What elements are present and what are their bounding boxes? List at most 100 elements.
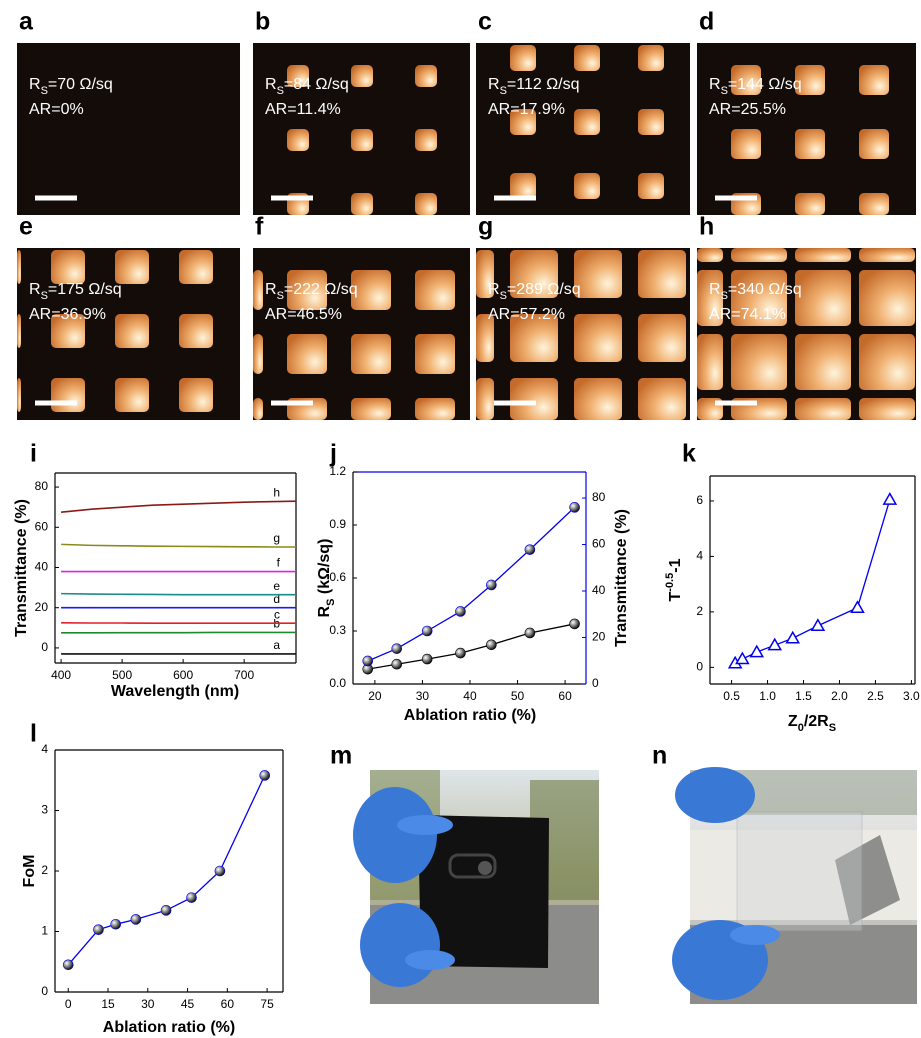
symbol: R <box>488 76 500 93</box>
marker <box>422 654 432 664</box>
ablated-square <box>510 378 558 420</box>
marker <box>363 656 373 666</box>
panel-label: e <box>19 213 33 241</box>
ablated-square <box>859 65 889 95</box>
x-tick-label: 50 <box>511 689 525 703</box>
ablated-square <box>179 250 213 284</box>
series-line <box>368 507 575 661</box>
ablated-square <box>415 270 455 310</box>
ablated-square <box>253 334 263 374</box>
ablation-ratio: AR=46.5% <box>265 306 342 323</box>
x-tick-label: 700 <box>234 668 254 682</box>
line-label: h <box>273 485 280 499</box>
marker <box>769 639 781 650</box>
symbol: R <box>488 281 500 298</box>
y2-tick-label: 60 <box>592 537 606 551</box>
y-axis-title: Transmittance (%) <box>13 499 30 637</box>
panel-label: l <box>30 720 37 748</box>
ablated-square <box>638 109 664 135</box>
label-part: /2R <box>804 713 829 730</box>
subscript: S <box>500 85 507 97</box>
series-line <box>61 594 296 595</box>
value: =144 Ω/sq <box>728 76 802 93</box>
ablated-square <box>795 398 851 420</box>
ablated-square <box>697 334 723 390</box>
ablated-square <box>415 398 455 420</box>
subscript: S <box>41 290 48 302</box>
x-axis-title: Wavelength (nm) <box>111 683 239 700</box>
value: =222 Ω/sq <box>284 281 358 298</box>
y-axis-title: FoM <box>21 855 38 888</box>
panel-label: d <box>699 8 714 36</box>
ablated-square <box>638 250 686 298</box>
marker <box>525 628 535 638</box>
label-part: R <box>316 605 333 617</box>
ablated-square <box>51 250 85 284</box>
ablation-ratio: AR=74.1% <box>709 306 786 323</box>
y-tick-label: 80 <box>35 479 49 493</box>
y-tick-label: 60 <box>35 519 49 533</box>
ablated-square <box>510 45 536 71</box>
x-tick-label: 400 <box>51 668 71 682</box>
ablated-square <box>697 248 723 262</box>
ablated-square <box>859 398 915 420</box>
ablated-square <box>795 129 825 159</box>
marker <box>751 646 763 657</box>
y-tick-label: 6 <box>696 493 703 507</box>
ablated-square <box>415 65 437 87</box>
ablated-square <box>415 334 455 374</box>
y-tick-label: 1 <box>41 924 48 938</box>
ablated-square <box>859 193 889 215</box>
y-tick-label: 2 <box>696 604 703 618</box>
ablated-square <box>859 334 915 390</box>
symbol: R <box>265 76 277 93</box>
line-label: f <box>277 556 281 570</box>
ablated-square <box>795 334 851 390</box>
panel-label: f <box>255 213 264 241</box>
y-tick-label: 20 <box>35 600 49 614</box>
x-tick-label: 60 <box>558 689 572 703</box>
y2-axis-title: Transmittance (%) <box>613 509 630 647</box>
symbol: R <box>29 76 41 93</box>
value: =340 Ω/sq <box>728 281 802 298</box>
subscript: S <box>41 85 48 97</box>
symbol: R <box>709 281 721 298</box>
ablation-ratio: AR=25.5% <box>709 101 786 118</box>
ablated-square <box>795 248 851 262</box>
micrograph <box>17 43 240 215</box>
ablated-square <box>17 250 21 284</box>
panel-label: b <box>255 8 270 36</box>
ablation-ratio: AR=17.9% <box>488 101 565 118</box>
ablated-square <box>179 378 213 412</box>
photo-n <box>672 767 917 1004</box>
panel-label: m <box>330 742 352 770</box>
ablated-square <box>859 248 915 262</box>
ablated-square <box>638 378 686 420</box>
x-tick-label: 45 <box>181 997 195 1011</box>
symbol: R <box>265 281 277 298</box>
y-tick-label: 0.0 <box>329 676 346 690</box>
subscript: S <box>721 290 728 302</box>
y-tick-label: 0.3 <box>329 623 346 637</box>
y-tick-label: 4 <box>696 549 703 563</box>
y-tick-label: 4 <box>41 742 48 756</box>
marker <box>455 606 465 616</box>
panel-label: a <box>19 8 34 36</box>
ablated-square <box>415 193 437 215</box>
x-tick-label: 30 <box>141 997 155 1011</box>
panel-label: h <box>699 213 714 241</box>
label-part: -1 <box>667 558 684 572</box>
marker <box>392 659 402 669</box>
panel-label: g <box>478 213 493 241</box>
marker <box>486 580 496 590</box>
ablated-square <box>859 129 889 159</box>
x-tick-label: 1.5 <box>795 689 812 703</box>
marker <box>63 960 73 970</box>
ablated-square <box>351 65 373 87</box>
ablated-square <box>17 314 21 348</box>
ablated-square <box>638 173 664 199</box>
marker <box>525 545 535 555</box>
marker <box>884 494 896 505</box>
y-tick-label: 0 <box>41 640 48 654</box>
x-tick-label: 500 <box>112 668 132 682</box>
